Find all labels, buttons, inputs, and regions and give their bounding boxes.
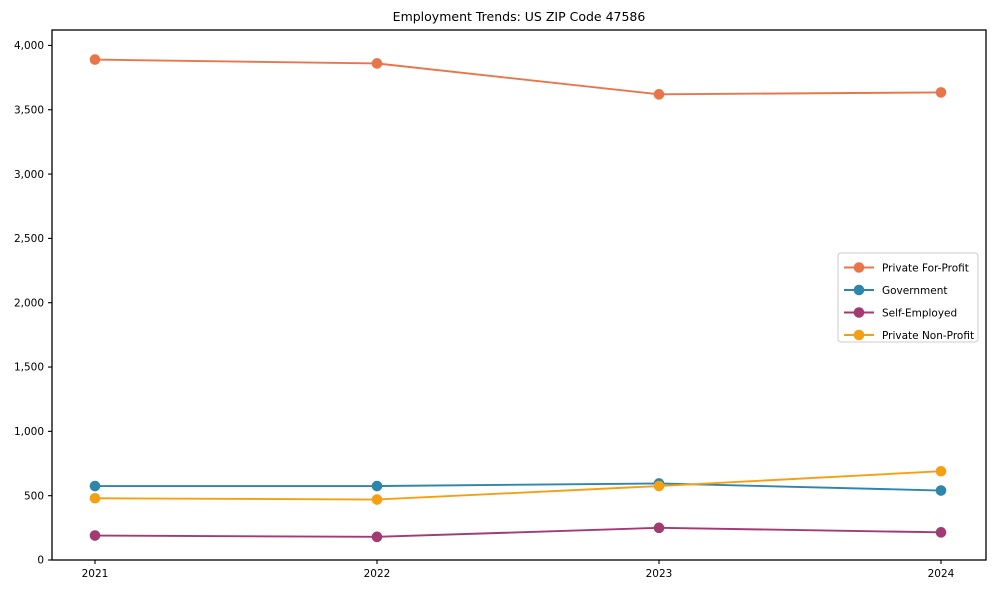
legend-marker-dot — [853, 307, 865, 318]
y-tick-label: 1,000 — [14, 426, 44, 438]
series-marker — [653, 89, 665, 100]
series-line — [94, 526, 942, 538]
legend-marker-dot — [853, 262, 865, 273]
series-marker — [935, 465, 947, 477]
series-marker — [653, 522, 665, 534]
series-line — [94, 470, 942, 501]
x-tick-label: 2023 — [646, 568, 673, 580]
y-tick-label: 4,000 — [14, 40, 44, 52]
x-tick-label: 2022 — [364, 568, 391, 580]
y-tick-label: 2,000 — [14, 297, 44, 309]
chart-title: Employment Trends: US ZIP Code 47586 — [393, 9, 646, 24]
series-marker — [935, 527, 947, 538]
series-marker — [89, 480, 101, 492]
plot-area: 0 500 1,000 1,500 2,000 2,500 3,000 3,500 4,000 2… — [14, 29, 987, 580]
legend-label: Private For-Profit — [882, 262, 969, 274]
series-marker — [371, 480, 383, 492]
series-marker — [371, 58, 383, 69]
series-marker — [653, 480, 665, 492]
y-tick-label: 3,000 — [14, 169, 44, 181]
series-marker — [89, 54, 101, 65]
plot-frame — [51, 29, 987, 561]
legend-marker-dot — [853, 329, 865, 341]
y-tick-label: 500 — [24, 490, 44, 502]
legend-label: Government — [882, 285, 947, 297]
y-tick-label: 3,500 — [14, 104, 44, 116]
x-tick-label: 2024 — [928, 568, 955, 580]
series-line — [94, 58, 942, 96]
series-marker — [371, 531, 383, 543]
y-tick-label: 1,500 — [14, 362, 44, 374]
series-marker — [89, 492, 101, 504]
series-marker — [371, 494, 383, 505]
legend-label: Self-Employed — [882, 307, 957, 319]
y-tick-label: 0 — [37, 555, 44, 567]
series-marker — [935, 485, 947, 496]
legend-label: Private Non-Profit — [882, 330, 974, 342]
x-tick-label: 2021 — [82, 568, 109, 580]
series-marker — [935, 87, 947, 98]
legend-box — [837, 252, 979, 343]
y-tick-label: 2,500 — [14, 233, 44, 245]
series-line — [95, 482, 942, 492]
legend: Private For-Profit Government Self-Employe… — [837, 252, 979, 343]
legend-marker-dot — [853, 284, 865, 296]
series-marker — [89, 530, 101, 541]
